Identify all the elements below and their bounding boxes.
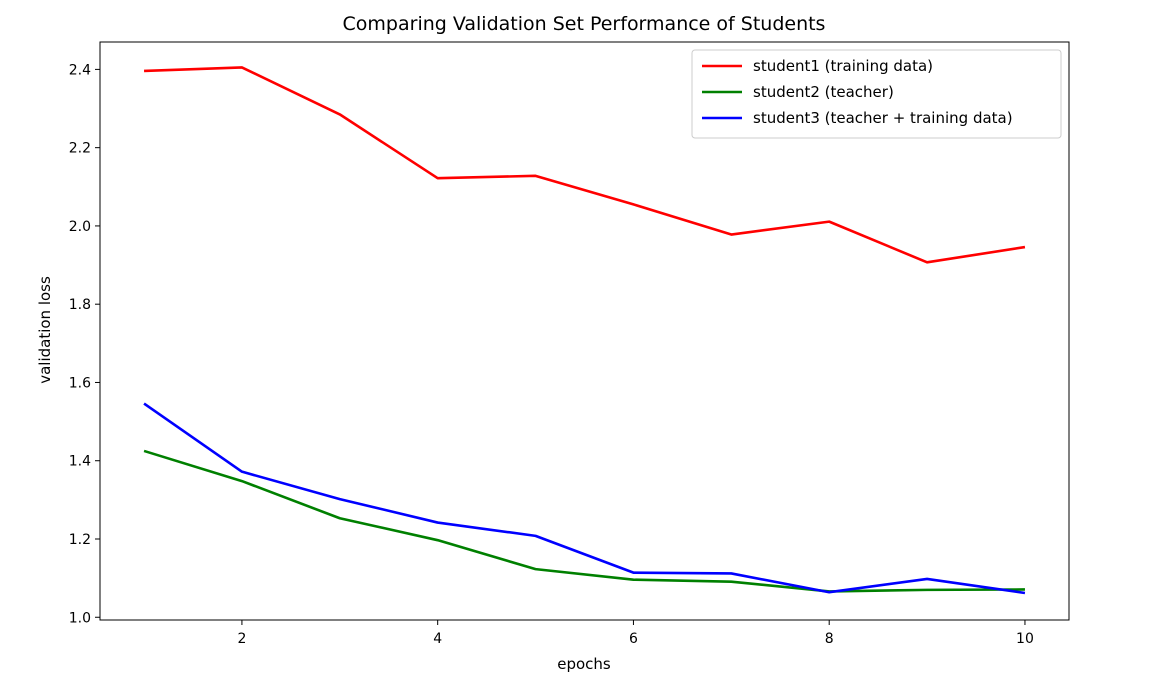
x-axis-label: epochs — [557, 655, 611, 673]
x-tick-label: 4 — [433, 631, 442, 647]
x-tick-label: 8 — [825, 631, 834, 647]
legend-label-1: student1 (training data) — [753, 57, 933, 75]
y-tick-label: 1.8 — [69, 297, 91, 313]
chart-title: Comparing Validation Set Performance of … — [343, 13, 826, 35]
plot-area — [99, 41, 1070, 621]
legend-label-3: student3 (teacher + training data) — [753, 109, 1013, 127]
x-tick-label: 6 — [629, 631, 638, 647]
x-tick-label: 10 — [1016, 631, 1034, 647]
legend: student1 (training data) student2 (teache… — [691, 49, 1062, 139]
y-tick-label: 1.0 — [69, 610, 91, 626]
y-tick-label: 1.4 — [69, 454, 91, 470]
series-line-2 — [143, 449, 1025, 593]
y-axis-label: validation loss — [36, 276, 54, 384]
y-tick-label: 1.2 — [69, 532, 91, 548]
plot-frame — [99, 41, 1070, 621]
y-tick-label: 2.4 — [69, 62, 91, 78]
y-tick-label: 2.2 — [69, 141, 91, 157]
axis-ticks: 2 4 6 8 10 1.0 1.2 1.4 1.6 1.8 2.0 2.2 2.4 — [69, 62, 1034, 647]
x-tick-label: 2 — [237, 631, 246, 647]
series-line-3 — [143, 402, 1026, 595]
y-tick-label: 2.0 — [69, 219, 91, 235]
legend-box — [691, 49, 1062, 139]
series-line-1 — [144, 66, 1026, 264]
legend-label-2: student2 (teacher) — [753, 83, 894, 101]
y-tick-label: 1.6 — [69, 375, 91, 391]
